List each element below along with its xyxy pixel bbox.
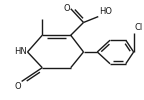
Text: O: O <box>14 82 21 91</box>
Text: O: O <box>63 4 70 13</box>
Text: Cl: Cl <box>135 23 143 32</box>
Text: HO: HO <box>99 7 112 16</box>
Text: HN: HN <box>14 48 26 56</box>
